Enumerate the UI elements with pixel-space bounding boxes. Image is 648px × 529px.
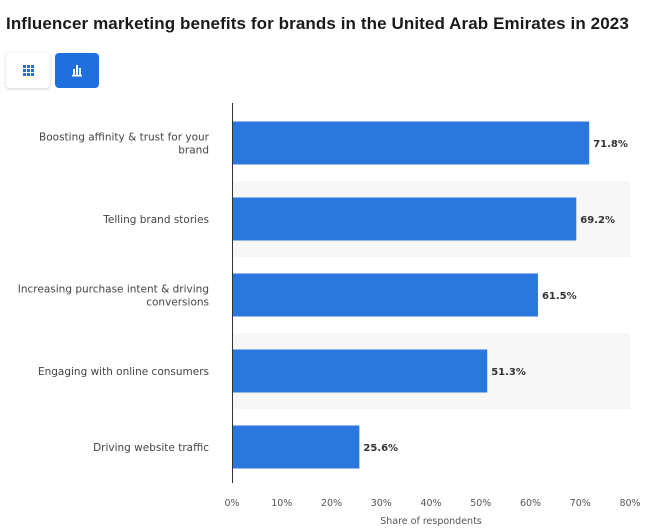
x-tick-label: 10% <box>271 498 292 509</box>
bar-value-label: 71.8% <box>593 139 628 150</box>
bar[interactable] <box>232 197 577 241</box>
bar-chart-icon <box>72 65 82 77</box>
x-tick-label: 70% <box>570 498 591 509</box>
category-label: Driving website traffic <box>93 442 209 454</box>
bar[interactable] <box>232 349 488 393</box>
x-tick-label: 20% <box>321 498 342 509</box>
bar[interactable] <box>232 121 590 165</box>
bar[interactable] <box>232 425 360 469</box>
x-tick-label: 0% <box>224 498 239 509</box>
x-tick-label: 80% <box>619 498 640 509</box>
x-axis-title: Share of respondents <box>380 516 482 527</box>
x-tick-label: 60% <box>520 498 541 509</box>
category-label: Telling brand stories <box>102 214 209 226</box>
x-tick-label: 50% <box>470 498 491 509</box>
category-label: Boosting affinity & trust for your brand <box>39 132 210 157</box>
bar-value-label: 51.3% <box>491 367 526 378</box>
category-label: Increasing purchase intent & driving conv… <box>18 284 209 309</box>
bar-value-label: 69.2% <box>580 215 615 226</box>
bar-value-label: 25.6% <box>363 443 398 454</box>
table-view-button[interactable] <box>6 53 50 88</box>
x-tick-label: 30% <box>371 498 392 509</box>
x-tick-label: 40% <box>420 498 441 509</box>
grid-icon <box>23 65 34 76</box>
chart-view-button[interactable] <box>55 53 99 88</box>
chart-title: Influencer marketing benefits for brands… <box>6 14 629 33</box>
bar[interactable] <box>232 273 538 317</box>
category-label: Engaging with online consumers <box>38 366 209 378</box>
bar-value-label: 61.5% <box>542 291 577 302</box>
